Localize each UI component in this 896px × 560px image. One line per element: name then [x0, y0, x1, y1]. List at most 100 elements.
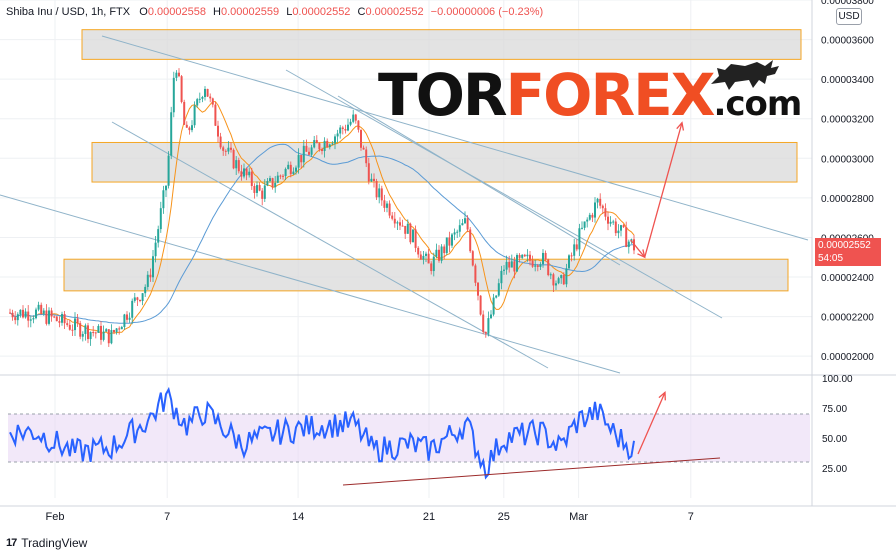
candle-body: [427, 253, 430, 264]
candle-body: [16, 314, 19, 321]
candle-body: [248, 171, 251, 176]
candle-body: [438, 249, 440, 261]
candle-body: [115, 328, 118, 333]
candle-body: [321, 149, 323, 152]
candle-body: [256, 185, 258, 193]
symbol-label[interactable]: Shiba Inu / USD, 1h, FTX: [6, 6, 131, 18]
candle-body: [113, 330, 115, 333]
candle-body: [287, 164, 290, 169]
candle-body: [347, 124, 349, 131]
currency-badge[interactable]: USD: [836, 8, 862, 25]
time-tick-label: Feb: [46, 511, 65, 523]
candle-body: [154, 242, 157, 257]
open-label: O: [139, 6, 148, 18]
candle-body: [61, 314, 63, 323]
price-tick-label: 0.00002000: [821, 352, 874, 363]
candle-body: [466, 218, 469, 230]
candle-body: [448, 237, 451, 246]
candle-body: [583, 221, 586, 228]
candle-body: [279, 175, 282, 177]
candle-body: [474, 265, 477, 283]
candle-body: [604, 208, 607, 217]
price-tick-label: 0.00003200: [821, 115, 874, 126]
candle-body: [479, 295, 482, 315]
candle-body: [29, 319, 32, 321]
candle-body: [440, 246, 443, 261]
torforex-logo: TORFOREX.com: [378, 61, 802, 129]
forecast-rise-arrow-head: [676, 121, 685, 131]
low-label: L: [286, 6, 293, 18]
candle-body: [391, 215, 394, 219]
high-value: 0.00002559: [221, 6, 280, 18]
candle-body: [518, 255, 521, 258]
candle-body: [92, 332, 95, 334]
candle-body: [339, 127, 342, 134]
candle-body: [87, 325, 89, 340]
candle-body: [45, 310, 48, 324]
candle-body: [84, 325, 87, 334]
candle-body: [445, 237, 448, 254]
price-tick-label: 0.00003600: [821, 36, 874, 47]
candle-body: [240, 171, 243, 177]
support-resistance-zones: [63, 29, 802, 292]
candle-body: [505, 261, 508, 270]
candle-body: [193, 105, 196, 126]
candle-body: [495, 295, 498, 298]
candle-body: [209, 96, 212, 99]
candle-body: [323, 140, 326, 152]
candle-body: [451, 234, 453, 246]
trendline: [101, 35, 809, 241]
candle-body: [185, 124, 188, 128]
candle-body: [388, 203, 391, 216]
candle-body: [222, 147, 225, 151]
candle-body: [425, 253, 427, 256]
candle-body: [146, 274, 149, 287]
candle-body: [328, 144, 331, 148]
candle-body: [201, 97, 204, 99]
candle-body: [443, 246, 446, 254]
candle-body: [386, 203, 388, 208]
candle-body: [24, 311, 27, 318]
candle-body: [617, 230, 620, 234]
candle-body: [594, 202, 596, 218]
candle-body: [341, 127, 344, 129]
candle-body: [81, 333, 84, 337]
last-price-value: 0.00002552: [818, 240, 871, 251]
candle-body: [523, 254, 526, 257]
tradingview-brand[interactable]: 17 TradingView: [6, 536, 87, 550]
time-tick-label: 25: [498, 511, 510, 523]
rsi-tick-label: 50.00: [822, 434, 847, 445]
candle-body: [422, 255, 425, 260]
candle-body: [40, 304, 43, 314]
candle-body: [396, 222, 399, 224]
candle-body: [289, 164, 292, 175]
candle-body: [261, 190, 264, 199]
price-zone: [63, 258, 789, 292]
candle-body: [612, 221, 615, 223]
open-value: 0.00002558: [147, 6, 206, 18]
candle-body: [11, 312, 14, 318]
candle-body: [35, 309, 37, 319]
candle-body: [547, 259, 550, 276]
trendline: [0, 194, 621, 374]
rsi-tick-label: 25.00: [822, 464, 847, 475]
candle-body: [404, 225, 407, 234]
forecast-rise-arrow: [644, 122, 683, 258]
rsi-line: [9, 386, 635, 480]
time-tick-label: 14: [292, 511, 304, 523]
candle-body: [175, 72, 178, 78]
candle-body: [297, 154, 300, 168]
candle-body: [42, 310, 45, 314]
price-tick-label: 0.00002800: [821, 194, 874, 205]
candle-body: [549, 274, 552, 276]
change-value: −0.00000006 (−0.23%): [430, 6, 544, 18]
candle-body: [196, 99, 199, 106]
bar-countdown: 54:05: [818, 253, 844, 264]
forecast-drop-arrow: [630, 239, 646, 258]
logo-tor: TOR: [378, 61, 508, 129]
candle-body: [162, 190, 165, 209]
candle-body: [399, 222, 401, 226]
last-price-tag: 0.00002552 54:05: [815, 238, 881, 266]
candle-body: [513, 261, 516, 272]
